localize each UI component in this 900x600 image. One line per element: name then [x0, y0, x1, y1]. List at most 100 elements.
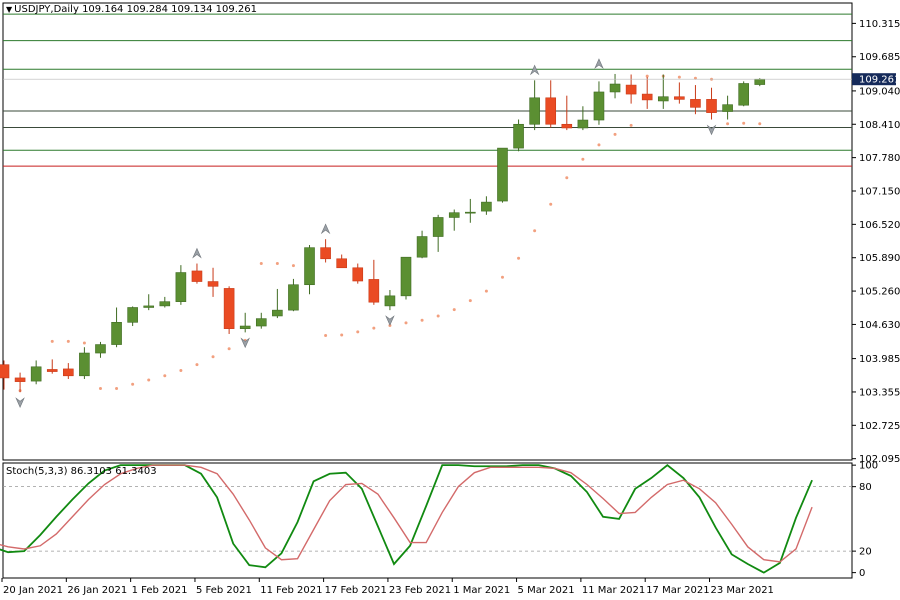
date-axis-label: 23 Mar 2021	[711, 585, 774, 596]
fractal-up-arrow	[529, 64, 540, 76]
price-axis-label: 103.985	[859, 354, 900, 365]
date-axis-label: 23 Feb 2021	[389, 585, 451, 596]
price-axis-label: 109.685	[859, 52, 900, 63]
fractal-down-arrow	[706, 124, 717, 136]
psar-dot	[115, 387, 119, 391]
psar-dot	[484, 289, 488, 293]
candle-body	[191, 270, 203, 282]
candle-body	[545, 97, 557, 125]
candle-body	[63, 368, 74, 377]
candle-body	[448, 212, 460, 218]
stochastic-panel: 100 80 20 0	[0, 461, 878, 579]
stoch-axis-label: 0	[859, 568, 865, 579]
psar-dot	[420, 318, 424, 322]
date-axis-label: 5 Mar 2021	[518, 585, 575, 596]
candle-body	[400, 256, 412, 297]
fractal-down-arrow	[385, 315, 395, 326]
candle-body	[625, 84, 637, 95]
symbol-label: USDJPY,Daily	[14, 4, 79, 15]
price-axis-label: 109.040	[859, 86, 900, 97]
psar-dot	[50, 339, 54, 343]
candle-body	[175, 272, 187, 302]
psar-dot	[742, 121, 746, 125]
price-axis-label: 103.355	[859, 387, 900, 398]
psar-dot	[163, 374, 167, 378]
psar-dot	[179, 369, 183, 373]
psar-dot	[340, 333, 344, 337]
psar-dot	[597, 143, 601, 147]
price-axis-label: 107.780	[859, 153, 900, 164]
stochastic-values: 86.3103 61.3403	[70, 466, 157, 477]
candle-body	[754, 78, 766, 85]
stoch-panel-border	[2, 462, 853, 579]
candle-body	[14, 377, 26, 382]
current-price-box	[852, 73, 896, 86]
candle-body	[465, 211, 476, 214]
psar-dot	[131, 382, 135, 386]
stoch-axis-label: 80	[859, 482, 872, 493]
psar-dot	[549, 202, 553, 206]
current-price-label: 109.261	[859, 75, 900, 86]
price-panel-border	[2, 2, 853, 461]
psar-dot	[195, 363, 199, 367]
candle-body	[46, 369, 58, 372]
date-axis-label: 11 Feb 2021	[260, 585, 322, 596]
ohlc-readout: 109.164 109.284 109.134 109.261	[82, 4, 258, 15]
candle-body	[239, 325, 251, 329]
symbol-menu-triangle-icon[interactable]: ▼	[6, 5, 13, 14]
candle-body	[79, 352, 90, 377]
psar-dot	[324, 334, 328, 338]
psar-dot	[613, 132, 617, 136]
psar-dot	[629, 123, 633, 127]
psar-dot	[66, 339, 70, 343]
chart-header: ▼ USDJPY,Daily 109.164 109.284 109.134 10…	[6, 4, 257, 15]
candle-body	[127, 307, 138, 323]
price-axis-label: 108.410	[859, 120, 900, 131]
stoch-signal-line	[0, 464, 813, 563]
psar-dot	[82, 341, 86, 345]
fractal-up-arrow	[320, 223, 331, 235]
stoch-axis-label: 20	[859, 547, 872, 558]
candle-body	[609, 83, 621, 93]
candle-body	[497, 147, 508, 202]
candle-body	[674, 96, 685, 100]
psar-dot	[211, 355, 215, 359]
price-axis-label: 105.890	[859, 253, 900, 264]
psar-dot	[581, 157, 585, 161]
date-axis-label: 1 Feb 2021	[132, 585, 188, 596]
candle-body	[255, 318, 267, 327]
stochastic-header: Stoch(5,3,3) 86.3103 61.3403	[6, 466, 157, 477]
date-axis-label: 5 Feb 2021	[196, 585, 252, 596]
candle-body	[577, 119, 589, 129]
candle-body	[706, 99, 717, 113]
psar-dot	[533, 229, 537, 233]
candle-body	[368, 279, 380, 303]
candle-body	[384, 295, 396, 307]
psar-dot	[468, 299, 472, 303]
candle-body	[432, 217, 444, 237]
candle-body	[416, 236, 428, 258]
date-axis-label: 17 Feb 2021	[325, 585, 387, 596]
candle-body	[690, 99, 701, 108]
candle-body	[722, 104, 733, 112]
price-axis-label: 110.315	[859, 19, 900, 30]
candle-body	[30, 366, 42, 382]
candle-body	[336, 258, 347, 269]
candle-body	[481, 201, 492, 212]
date-axis-label: 26 Jan 2021	[67, 585, 127, 596]
candle-body	[0, 364, 10, 379]
price-axis-label: 104.630	[859, 320, 900, 331]
psar-dot	[565, 176, 569, 180]
candle-body	[143, 305, 155, 308]
date-axis-label: 11 Mar 2021	[582, 585, 645, 596]
candle-body	[352, 267, 364, 282]
candle-body	[529, 97, 540, 125]
candle-body	[95, 344, 106, 354]
candle-body	[207, 281, 219, 287]
candle-body	[272, 309, 283, 317]
date-axis-label: 1 Mar 2021	[453, 585, 510, 596]
candle-body	[320, 247, 331, 260]
price-axis-label: 102.725	[859, 421, 900, 432]
date-axis: 20 Jan 2021 26 Jan 2021 1 Feb 2021 5 Feb 20…	[1, 578, 774, 596]
